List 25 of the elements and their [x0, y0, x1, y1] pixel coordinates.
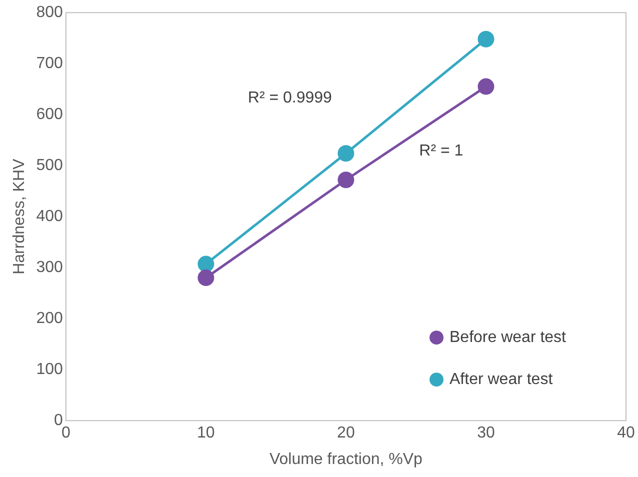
- x-tick-label: 30: [477, 424, 495, 442]
- annotation: R² = 1: [419, 142, 464, 160]
- annotation: R² = 0.9999: [248, 90, 332, 107]
- y-tick-label: 600: [36, 106, 63, 124]
- y-tick-label: 400: [36, 208, 63, 226]
- point: [338, 172, 354, 188]
- y-axis-title: Harrdness, KHV: [11, 158, 28, 274]
- y-tick-label: 700: [36, 55, 63, 72]
- y-tick-label: 300: [36, 259, 63, 276]
- point: [198, 256, 214, 272]
- y-tick-label: 100: [36, 361, 63, 378]
- legend-label: Before wear test: [450, 329, 567, 346]
- x-tick-label: 40: [617, 424, 635, 442]
- y-tick-label: 500: [36, 157, 63, 174]
- x-axis-title: Volume fraction, %Vp: [269, 450, 423, 468]
- x-tick-label: 20: [337, 424, 355, 442]
- y-tick-label: 0: [54, 412, 63, 430]
- point: [478, 78, 494, 95]
- y-tick-label: 800: [36, 4, 63, 22]
- x-tick-label: 10: [197, 424, 215, 442]
- point: [478, 30, 494, 48]
- point: [198, 270, 214, 286]
- legend-label: After wear test: [450, 371, 554, 388]
- point: [338, 145, 354, 162]
- y-tick-label: 200: [36, 310, 63, 328]
